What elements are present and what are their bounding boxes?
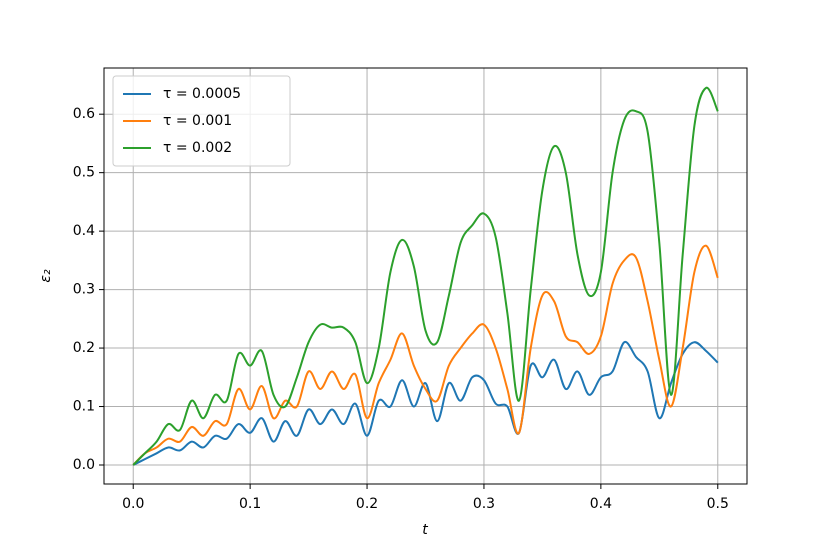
- x-tick-label: 0.0: [122, 496, 144, 512]
- legend-label: τ = 0.002: [163, 140, 232, 156]
- y-tick-label: 0.0: [73, 457, 95, 473]
- y-tick-label: 0.6: [73, 106, 95, 122]
- x-tick-label: 0.4: [590, 496, 612, 512]
- series-line: [132, 86, 719, 466]
- x-tick-label: 0.5: [707, 496, 729, 512]
- y-tick-label: 0.5: [73, 165, 95, 181]
- y-tick-label: 0.2: [73, 340, 95, 356]
- legend-label: τ = 0.0005: [163, 86, 241, 102]
- legend-label: τ = 0.001: [163, 113, 232, 129]
- y-tick-label: 0.1: [73, 399, 95, 415]
- x-axis-label: t: [422, 522, 428, 538]
- series-line: [132, 340, 719, 466]
- x-tick-label: 0.2: [356, 496, 378, 512]
- y-axis-label: ε₂: [38, 269, 54, 283]
- legend-box: [112, 75, 291, 167]
- plot-frame: [103, 67, 748, 485]
- y-tick-label: 0.3: [73, 282, 95, 298]
- series-line: [132, 244, 719, 466]
- y-tick-label: 0.4: [73, 223, 95, 239]
- x-tick-label: 0.1: [239, 496, 261, 512]
- x-tick-label: 0.3: [473, 496, 495, 512]
